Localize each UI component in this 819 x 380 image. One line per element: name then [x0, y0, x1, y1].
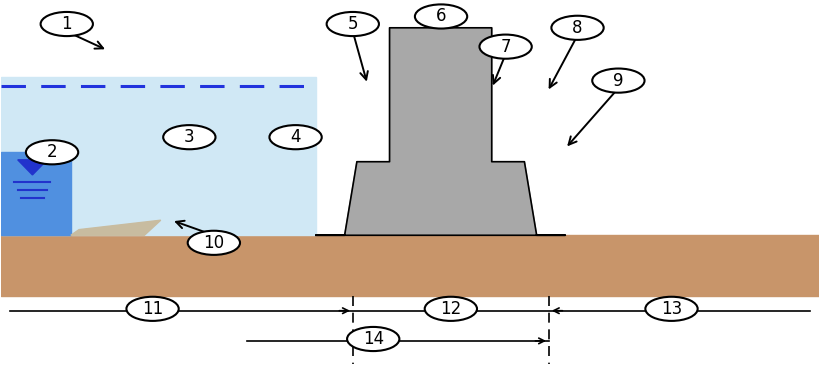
Circle shape — [269, 125, 321, 149]
Circle shape — [591, 68, 644, 93]
Polygon shape — [2, 77, 315, 235]
Text: 4: 4 — [290, 128, 301, 146]
Polygon shape — [315, 28, 564, 235]
Text: 9: 9 — [613, 71, 623, 90]
Circle shape — [645, 297, 697, 321]
Text: 6: 6 — [435, 8, 446, 25]
Text: 8: 8 — [572, 19, 582, 37]
Circle shape — [326, 12, 378, 36]
Circle shape — [163, 125, 215, 149]
Text: 11: 11 — [142, 300, 163, 318]
Circle shape — [41, 12, 93, 36]
Polygon shape — [2, 152, 70, 235]
Circle shape — [479, 35, 531, 59]
Polygon shape — [18, 160, 48, 175]
Text: 5: 5 — [347, 15, 358, 33]
Circle shape — [424, 297, 477, 321]
Text: 14: 14 — [362, 330, 383, 348]
Circle shape — [126, 297, 179, 321]
Circle shape — [550, 16, 603, 40]
Circle shape — [26, 140, 78, 164]
Text: 3: 3 — [183, 128, 194, 146]
Circle shape — [414, 5, 467, 28]
Text: 7: 7 — [500, 38, 510, 55]
Text: 10: 10 — [203, 234, 224, 252]
Polygon shape — [70, 220, 161, 235]
Text: 12: 12 — [440, 300, 461, 318]
Text: 2: 2 — [47, 143, 57, 161]
Circle shape — [346, 327, 399, 351]
Circle shape — [188, 231, 240, 255]
Text: 1: 1 — [61, 15, 72, 33]
Text: 13: 13 — [660, 300, 681, 318]
